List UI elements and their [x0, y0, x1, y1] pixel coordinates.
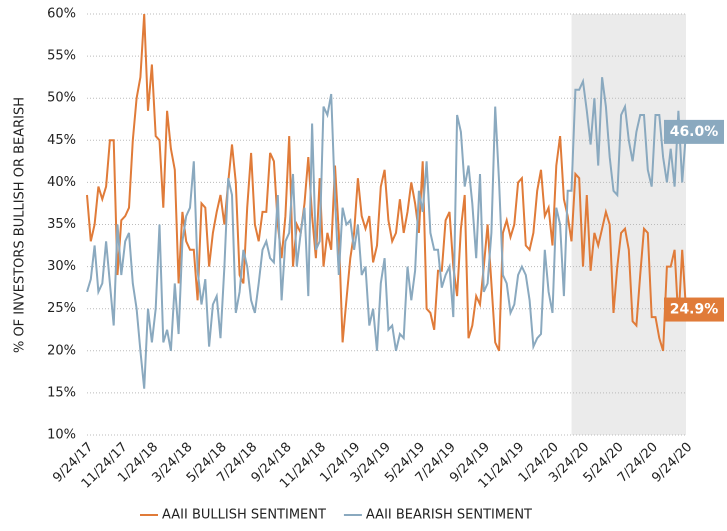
y-tick-label: 60% — [47, 7, 76, 22]
legend-label: AAII BULLISH SENTIMENT — [162, 508, 326, 523]
annotation-label: 24.9% — [670, 302, 719, 318]
y-tick-label: 20% — [47, 343, 76, 358]
y-tick-label: 50% — [47, 91, 76, 106]
y-tick-label: 55% — [47, 49, 76, 64]
annotation-label: 46.0% — [670, 124, 719, 140]
y-tick-label: 15% — [47, 385, 76, 400]
y-tick-label: 40% — [47, 175, 76, 190]
annotation-box — [664, 119, 724, 144]
y-tick-label: 35% — [47, 217, 76, 232]
line-series — [86, 77, 687, 389]
y-tick-label: 45% — [47, 133, 76, 148]
y-axis-label: % OF INVESTORS BULLISH OR BEARISH — [13, 97, 28, 353]
y-tick-label: 30% — [47, 259, 76, 274]
annotation-box — [664, 297, 724, 322]
y-tick-label: 10% — [47, 428, 76, 443]
legend-label: AAII BEARISH SENTIMENT — [366, 508, 532, 523]
line-series — [86, 13, 687, 352]
y-tick-label: 25% — [47, 301, 76, 316]
